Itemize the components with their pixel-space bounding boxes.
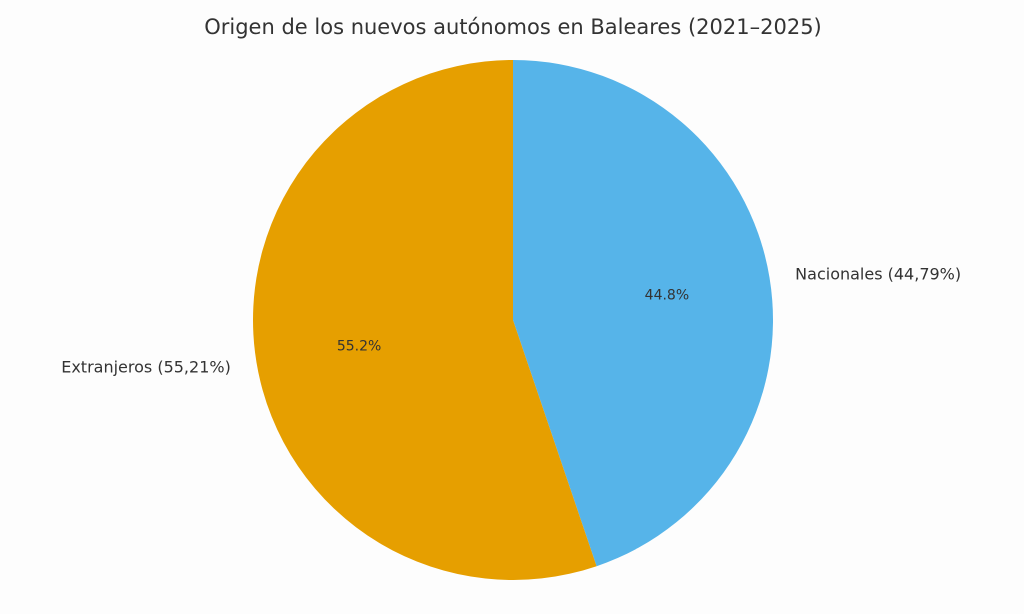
chart-title: Origen de los nuevos autónomos en Balear… bbox=[204, 15, 822, 39]
slice-label: Extranjeros (55,21%) bbox=[61, 358, 231, 377]
pie-slice-0 bbox=[513, 60, 773, 567]
pie-slice-1 bbox=[252, 60, 597, 580]
slice-percent-label: 44.8% bbox=[645, 288, 689, 304]
slice-label: Nacionales (44,79%) bbox=[795, 264, 961, 283]
slice-percent-label: 55.2% bbox=[337, 338, 381, 354]
